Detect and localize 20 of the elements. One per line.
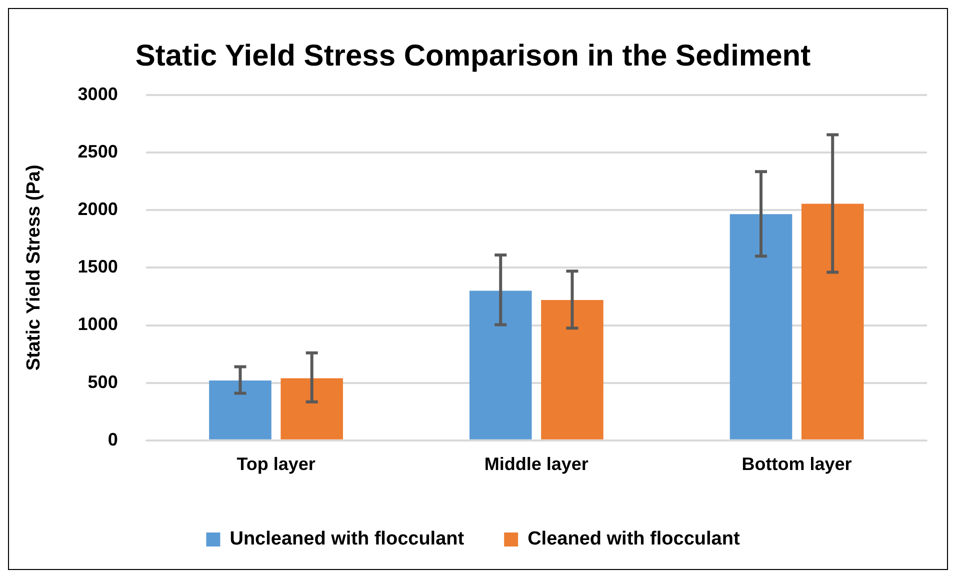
x-tick-label: Middle layer bbox=[484, 454, 588, 474]
bar bbox=[801, 204, 864, 440]
bar bbox=[541, 300, 604, 440]
y-tick-label: 1500 bbox=[78, 256, 118, 277]
y-tick-label: 2000 bbox=[78, 199, 118, 220]
bar bbox=[280, 378, 343, 440]
chart-title: Static Yield Stress Comparison in the Sediment bbox=[135, 39, 811, 72]
y-tick-label: 500 bbox=[88, 372, 118, 392]
bar bbox=[469, 290, 532, 440]
x-tick-label: Top layer bbox=[236, 454, 316, 474]
y-tick-label: 3000 bbox=[78, 84, 118, 104]
y-tick-label: 1000 bbox=[78, 314, 118, 334]
bar bbox=[730, 214, 792, 440]
legend-label: Uncleaned with flocculant bbox=[230, 528, 465, 550]
y-axis-title: Static Yield Stress (Pa) bbox=[24, 164, 45, 371]
bar bbox=[209, 380, 272, 440]
x-tick-label: Bottom layer bbox=[742, 454, 852, 474]
y-tick-label: 0 bbox=[108, 429, 118, 450]
y-tick-label: 2500 bbox=[78, 142, 118, 162]
legend-label: Cleaned with flocculant bbox=[528, 528, 740, 550]
